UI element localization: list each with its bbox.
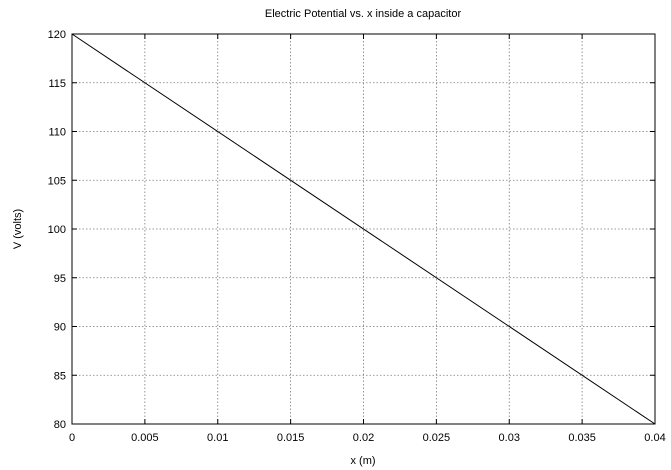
- y-tick-label: 90: [54, 322, 66, 334]
- x-tick-label: 0.015: [277, 432, 305, 444]
- y-tick-label: 80: [54, 419, 66, 431]
- y-tick-label: 85: [54, 370, 66, 382]
- x-tick-label: 0.025: [423, 432, 451, 444]
- y-tick-label: 115: [48, 78, 66, 90]
- x-tick-label: 0.03: [499, 432, 520, 444]
- x-tick-label: 0: [69, 432, 75, 444]
- chart-title: Electric Potential vs. x inside a capaci…: [265, 8, 462, 20]
- y-tick-label: 100: [48, 224, 66, 236]
- y-tick-labels: 80 85 90 95 100 105 110 115 120: [48, 29, 66, 431]
- x-tick-label: 0.035: [568, 432, 596, 444]
- x-axis-label: x (m): [350, 455, 375, 467]
- y-tick-label: 95: [54, 273, 66, 285]
- x-tick-label: 0.005: [131, 432, 159, 444]
- x-tick-label: 0.04: [644, 432, 665, 444]
- series: [71, 33, 656, 425]
- x-tick-label: 0.02: [353, 432, 374, 444]
- series-line: [71, 33, 656, 425]
- y-tick-label: 120: [48, 29, 66, 41]
- x-tick-label: 0.01: [207, 432, 228, 444]
- y-tick-label: 110: [48, 127, 66, 139]
- y-tick-label: 105: [48, 175, 66, 187]
- y-axis-label: V (volts): [12, 209, 24, 249]
- x-tick-labels: 0 0.005 0.01 0.015 0.02 0.025 0.03 0.035 0.04: [69, 432, 666, 444]
- plot-frame: [71, 33, 656, 425]
